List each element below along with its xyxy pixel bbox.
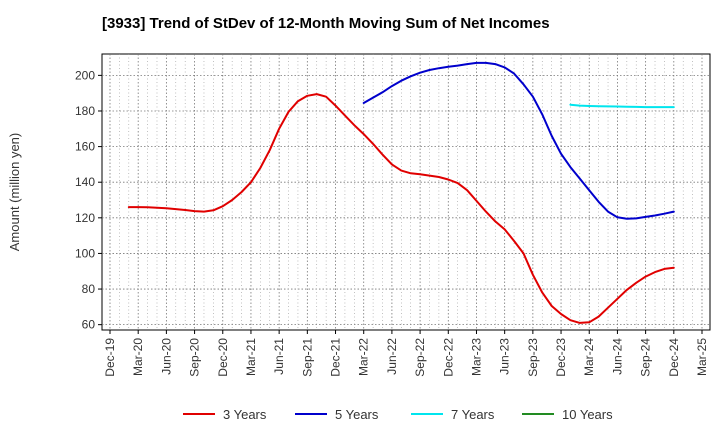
x-axis-ticks: Dec-19 Mar-20 Jun-20 Sep-20 Dec-20 Mar-21 Jun-… [103,330,709,377]
x-tick-label: Dec-19 [103,338,117,377]
y-tick-label: 160 [75,140,95,154]
x-tick-label: Jun-23 [498,338,512,375]
x-tick-label: Mar-25 [695,338,709,376]
x-tick-label: Mar-23 [469,338,483,376]
y-tick-label: 80 [82,282,96,296]
series-line-3-years [127,93,675,324]
grid-lines [102,54,710,330]
y-tick-label: 180 [75,104,95,118]
series-line-5-years [362,61,675,220]
legend-label-5-years: 5 Years [335,407,379,422]
legend-label-10-years: 10 Years [562,407,613,422]
x-tick-label: Mar-20 [131,338,145,376]
series-line-7-years [569,103,675,109]
x-tick-label: Jun-24 [610,338,624,375]
x-tick-label: Sep-20 [188,338,202,377]
plot-area-frame [101,53,711,331]
x-tick-label: Dec-23 [554,338,568,377]
legend: 3 Years 5 Years 7 Years 10 Years [183,407,613,422]
legend-label-3-years: 3 Years [223,407,267,422]
x-tick-label: Dec-20 [216,338,230,377]
y-tick-label: 100 [75,246,95,260]
y-tick-label: 140 [75,175,95,189]
x-tick-label: Jun-21 [272,338,286,375]
x-tick-label: Dec-21 [329,338,343,377]
x-tick-label: Jun-20 [159,338,173,375]
chart-title: [3933] Trend of StDev of 12-Month Moving… [102,15,550,32]
y-tick-label: 120 [75,211,95,225]
y-axis-ticks: 60 80 100 120 140 160 180 200 [75,68,102,332]
x-tick-label: Sep-23 [526,338,540,377]
x-tick-label: Dec-22 [441,338,455,377]
x-tick-label: Jun-22 [385,338,399,375]
x-tick-label: Mar-21 [244,338,258,376]
x-tick-label: Sep-22 [413,338,427,377]
y-axis-label: Amount (million yen) [7,133,22,252]
series-lines [127,61,675,324]
y-tick-label: 60 [82,318,96,332]
y-tick-label: 200 [75,68,95,82]
x-tick-label: Sep-21 [300,338,314,377]
x-tick-label: Sep-24 [639,338,653,377]
x-tick-label: Dec-24 [667,338,681,377]
legend-label-7-years: 7 Years [451,407,495,422]
x-tick-label: Mar-24 [582,338,596,376]
x-tick-label: Mar-22 [357,338,371,376]
